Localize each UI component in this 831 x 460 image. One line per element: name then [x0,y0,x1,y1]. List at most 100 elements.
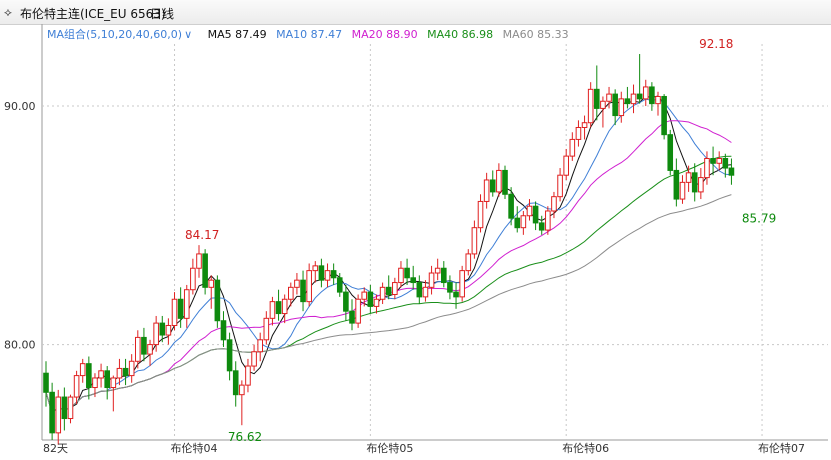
candle-body [239,384,245,396]
candle-body [581,122,588,128]
candle-up [116,358,123,386]
candle-down [141,327,147,362]
candle-body [159,322,166,336]
candle-body [336,277,343,293]
candle-down [336,273,343,297]
period-selector[interactable]: 日线 [150,7,175,21]
candle-down [538,215,545,235]
candle-up [600,96,606,128]
candle-body [710,158,716,164]
candle-body [92,377,98,389]
candle-body [110,377,117,389]
candle-body [545,210,551,231]
candle-up [269,296,276,326]
candle-body [722,158,729,169]
candle-body [128,360,135,377]
candle-up [483,172,490,209]
candle-down [300,270,306,312]
candle-body [642,86,649,100]
candle-down [202,249,208,295]
candle-body [410,277,416,284]
candle-down [49,382,55,440]
candle-body [538,222,545,231]
candle-down [667,129,674,176]
candle-body [196,253,202,269]
candle-up [563,148,570,180]
extreme-price-label: 92.18 [699,37,733,51]
chart-menu-icon[interactable]: ⟡ [4,5,12,19]
candle-body [661,95,667,136]
candle-down [710,146,716,176]
candle-up [569,132,576,161]
candle-body [728,167,735,176]
candle-down [343,284,349,321]
candle-up [520,210,527,235]
candle-body [459,270,465,298]
candle-up [398,261,404,288]
candle-up [251,344,257,371]
candle-up [153,315,159,352]
candle-body [606,93,612,102]
candle-up [361,287,368,307]
candle-body [526,205,533,217]
candle-up [324,263,331,288]
candle-body [330,270,337,279]
candle-body [532,205,539,224]
candle-body [43,372,49,393]
candle-body [685,172,692,183]
candle-body [306,270,312,303]
candle-body [404,267,410,279]
grid-layer [41,24,828,441]
candle-body [551,196,557,212]
candle-up [245,358,251,393]
candle-up [557,168,563,202]
candle-body [600,100,606,109]
candle-body [141,336,147,355]
candle-body [385,286,392,295]
candle-down [612,89,618,126]
candle-up [496,163,502,197]
candle-up [685,165,692,192]
candle-body [324,270,331,281]
candle-body [618,98,625,117]
candle-body [55,396,62,434]
candle-body [716,158,723,164]
ma10-line [45,98,732,414]
candle-body [373,298,380,307]
candle-down [410,265,416,290]
candle-up [581,115,588,140]
candle-up [196,245,202,278]
ma5-line [45,95,732,414]
candle-down [214,275,221,328]
y-tick-label: 90.00 [4,100,36,113]
candle-body [465,253,472,272]
candle-down [624,86,631,109]
candle-body [300,279,306,303]
candle-body [122,367,129,377]
instrument-title[interactable]: 布伦特主连(ICE_EU 6563) [20,7,166,21]
candle-body [514,217,521,229]
moving-average-layer [45,95,732,414]
ma-group-selector[interactable]: MA组合(5,10,20,40,60,0) ∨ [47,28,198,41]
candle-up [55,389,62,445]
candle-down [177,287,184,328]
candle-up [379,282,386,305]
ma60-line [45,194,732,414]
candle-body [453,291,459,298]
candle-up [434,258,441,281]
candle-body [116,367,123,379]
candle-down [594,65,600,121]
candle-down [636,54,643,104]
candle-body [349,310,355,324]
candle-down [367,284,374,314]
candle-up [428,265,435,295]
candle-up [263,311,270,345]
candle-down [532,201,539,231]
candle-down [220,311,227,347]
candle-body [214,279,221,322]
candle-up [575,120,582,147]
candle-body [594,88,600,109]
candle-down [318,258,325,288]
candle-up [698,168,704,200]
